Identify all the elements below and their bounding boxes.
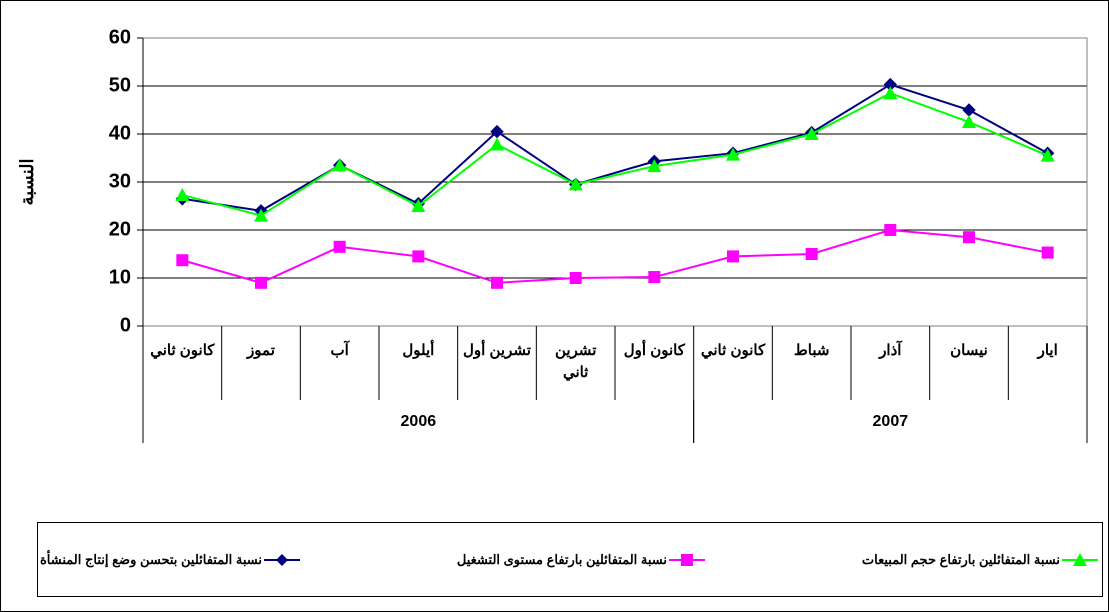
- marker: [255, 276, 267, 289]
- marker: [254, 208, 268, 222]
- y-tick-label: 60: [109, 26, 131, 48]
- marker: [490, 137, 504, 151]
- marker: [883, 86, 898, 100]
- marker: [569, 272, 582, 284]
- legend-item: نسبة المتفائلين بتحسن وضع إنتاج المنشأة: [40, 552, 302, 568]
- legend-label: نسبة المتفائلين بارتفاع مستوى التشغيل: [456, 551, 668, 567]
- x-tick-label: ايار: [1037, 342, 1058, 359]
- x-tick-label: كانون أول: [623, 342, 685, 359]
- marker: [962, 115, 976, 128]
- legend-item: نسبة المتفائلين بارتفاع حجم المبيعات: [862, 552, 1100, 568]
- marker: [647, 159, 662, 173]
- legend-marker: [1062, 552, 1098, 566]
- y-tick-label: 40: [109, 122, 131, 144]
- y-tick-label: 0: [120, 314, 131, 336]
- marker: [1040, 148, 1055, 162]
- marker: [175, 187, 190, 201]
- marker: [805, 248, 818, 260]
- series-line: [182, 228, 1048, 284]
- legend-label: نسبة المتفائلين بارتفاع حجم المبيعات: [861, 551, 1060, 567]
- y-tick-label: 30: [109, 170, 131, 192]
- legend-label: نسبة المتفائلين بتحسن وضع إنتاج المنشأة: [40, 551, 263, 567]
- marker: [332, 158, 347, 172]
- legend-symbol: [276, 553, 289, 566]
- marker: [176, 254, 189, 267]
- marker: [412, 250, 425, 263]
- group-label: 2006: [401, 413, 437, 430]
- x-tick-label: كانون ثاني: [700, 342, 766, 359]
- y-tick-label: 20: [109, 218, 131, 240]
- marker: [491, 276, 503, 289]
- x-tick-label: شباط: [793, 342, 830, 359]
- x-tick-label: تشرين أول: [463, 342, 531, 359]
- x-tick-label: تموز: [247, 342, 275, 359]
- marker: [568, 177, 583, 191]
- marker: [804, 127, 819, 140]
- marker: [727, 250, 739, 263]
- marker: [963, 231, 975, 244]
- legend-item: نسبة المتفائلين بارتفاع مستوى التشغيل: [457, 552, 707, 568]
- marker: [962, 103, 976, 117]
- x-tick-label: آذار: [879, 342, 902, 359]
- x-tick-label: كانون ثاني: [150, 342, 215, 359]
- marker: [648, 271, 661, 284]
- marker: [333, 240, 346, 253]
- series-line: [182, 92, 1049, 217]
- x-tick-label: آب: [330, 342, 349, 359]
- x-tick-label: أيلول: [402, 342, 435, 359]
- x-tick-label: نيسان: [950, 342, 988, 359]
- marker: [411, 199, 426, 212]
- marker: [1041, 246, 1054, 259]
- y-tick-label: 50: [109, 74, 131, 96]
- legend-marker: [264, 553, 301, 566]
- legend-symbol: [681, 553, 694, 566]
- legend-marker: [669, 553, 706, 566]
- group-label: 2007: [873, 413, 909, 430]
- y-tick-label: 10: [109, 266, 131, 288]
- legend-symbol: [1073, 552, 1087, 566]
- x-tick-label: تشرين ثاني: [554, 342, 597, 381]
- marker: [884, 224, 897, 236]
- legend: نسبة المتفائلين بتحسن وضع إنتاج المنشأة ن…: [37, 522, 1103, 597]
- marker: [726, 147, 740, 161]
- y-axis-label: النسبة: [17, 158, 37, 205]
